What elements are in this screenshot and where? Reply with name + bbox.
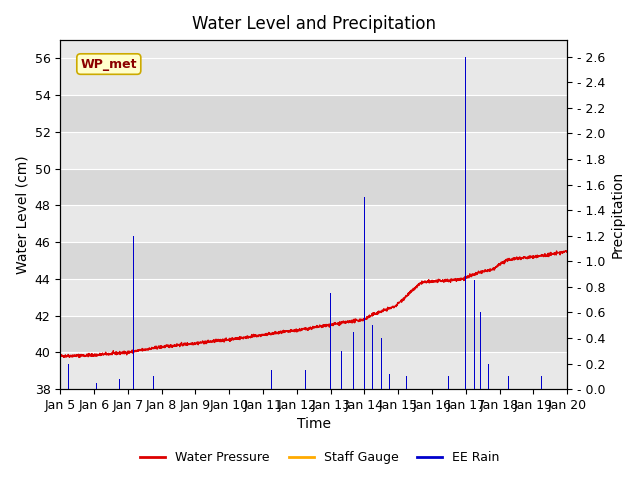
Bar — [353, 332, 354, 389]
Bar — [508, 376, 509, 389]
Bar — [305, 370, 306, 389]
Y-axis label: Water Level (cm): Water Level (cm) — [15, 156, 29, 274]
Bar — [341, 351, 342, 389]
Bar — [96, 383, 97, 389]
Bar — [119, 379, 120, 389]
Bar — [60, 132, 567, 168]
Bar — [364, 197, 365, 389]
Bar — [372, 325, 373, 389]
Bar — [60, 168, 567, 205]
Bar — [60, 242, 567, 279]
Bar — [60, 279, 567, 316]
Bar — [60, 95, 567, 132]
Bar — [541, 376, 542, 389]
Bar — [488, 363, 489, 389]
Bar — [60, 205, 567, 242]
Bar — [474, 280, 475, 389]
Title: Water Level and Precipitation: Water Level and Precipitation — [192, 15, 436, 33]
Bar — [68, 363, 69, 389]
Bar — [60, 352, 567, 389]
X-axis label: Time: Time — [297, 418, 331, 432]
Bar — [330, 293, 331, 389]
Bar — [406, 376, 407, 389]
Bar — [60, 316, 567, 352]
Bar — [479, 312, 481, 389]
Bar — [133, 236, 134, 389]
Bar — [389, 374, 390, 389]
Text: WP_met: WP_met — [81, 58, 137, 71]
Bar — [153, 376, 154, 389]
Legend: Water Pressure, Staff Gauge, EE Rain: Water Pressure, Staff Gauge, EE Rain — [136, 446, 504, 469]
Bar — [271, 370, 272, 389]
Bar — [465, 57, 467, 389]
Y-axis label: Precipitation: Precipitation — [611, 171, 625, 258]
Bar — [60, 59, 567, 95]
Bar — [381, 338, 382, 389]
